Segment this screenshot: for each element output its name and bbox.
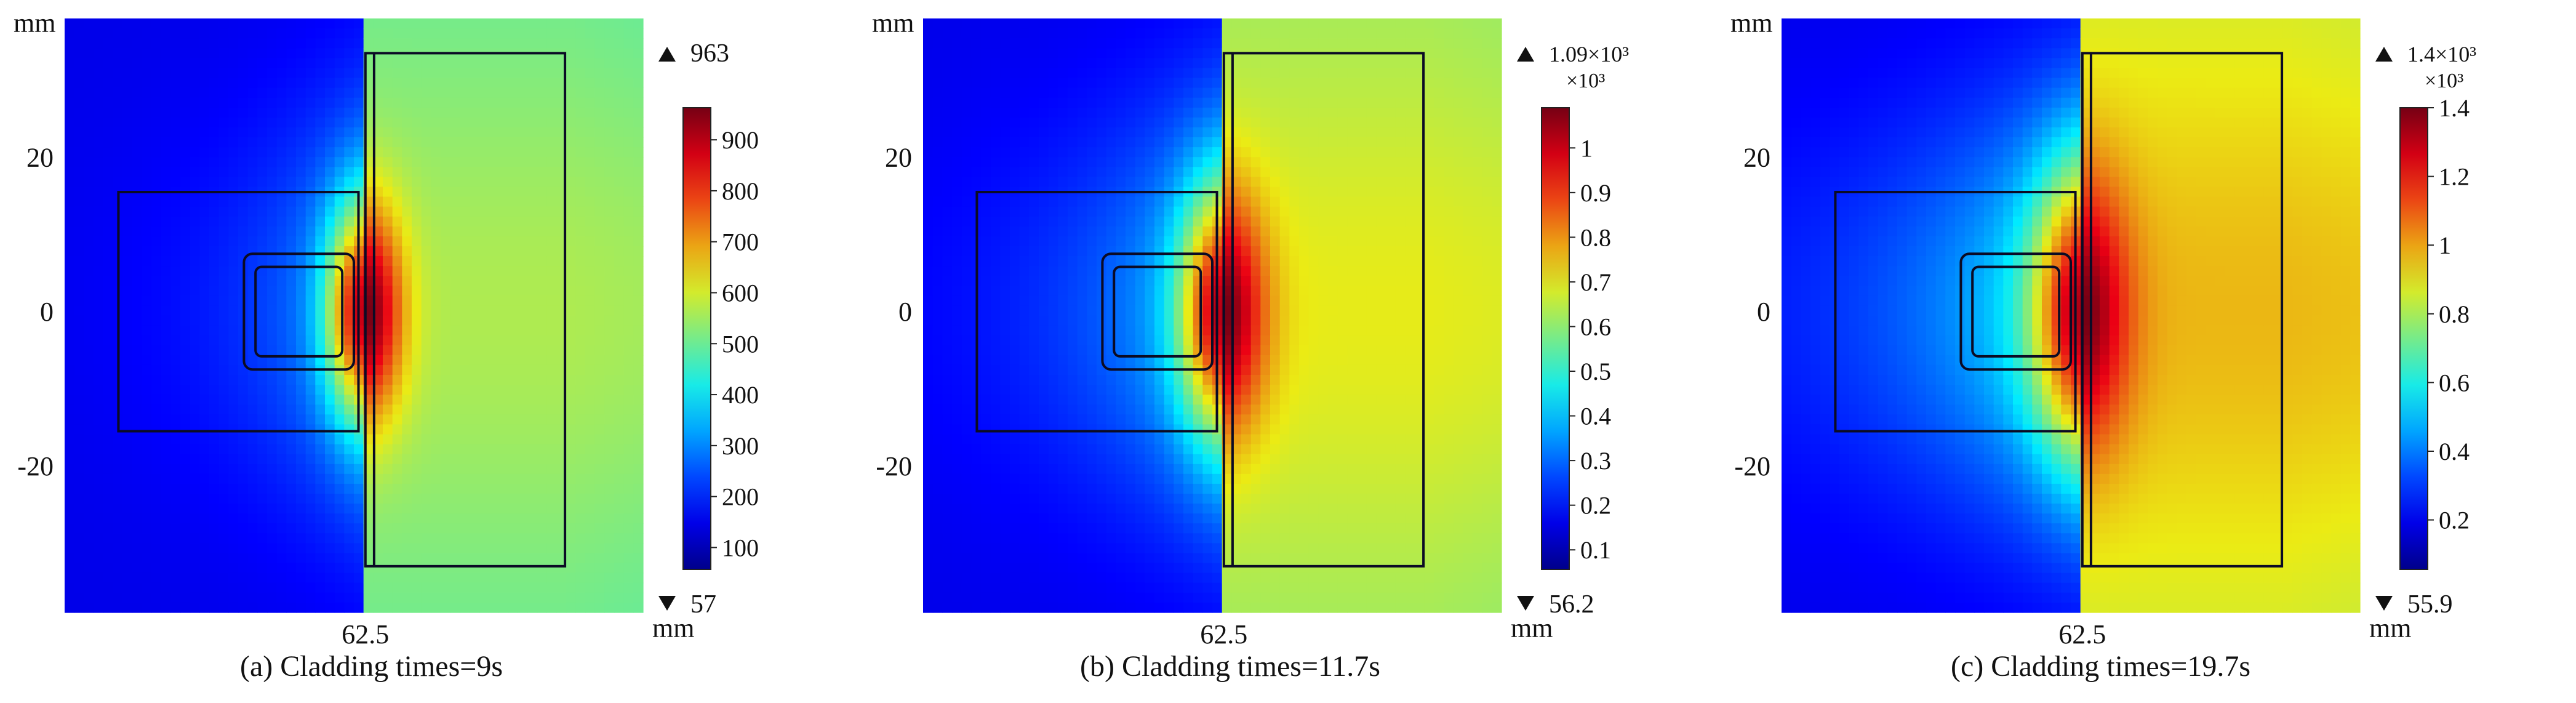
y-tick-label: 0: [40, 297, 54, 327]
colorbar-tick-label: 800: [722, 177, 759, 205]
cladding-layer: [364, 52, 567, 568]
colorbar-tick-label: 0.4: [2439, 438, 2470, 465]
x-axis-unit: mm: [1511, 613, 1553, 643]
colorbar-min-label: 56.2: [1549, 590, 1594, 619]
colorbar-max-label: 963: [690, 39, 729, 68]
colorbar-tick-label: 0.3: [1580, 447, 1611, 475]
inner-cavity: [1959, 252, 2072, 371]
max-marker-icon: [658, 47, 676, 62]
x-tick-label: 62.5: [1200, 619, 1247, 649]
colorbar-tick-label: 0.1: [1580, 536, 1611, 564]
temperature-field: [1782, 18, 2361, 613]
y-tick-label: -20: [17, 451, 54, 481]
colorbar-min-label: 57: [690, 590, 716, 619]
inner-cavity: [242, 252, 355, 371]
chart-panel-b: mm 20 0 -20 62.5 mm 0.1 0.2 0.3 0.4 0.5 0.6 0.7 0.8 0.…: [858, 0, 1717, 703]
colorbar: [682, 107, 711, 570]
colorbar-tick-label: 500: [722, 330, 759, 358]
colorbar-tick-label: 1.2: [2439, 163, 2470, 191]
y-tick-label: 0: [898, 297, 912, 327]
colorbar-tick-label: 0.6: [1580, 313, 1611, 340]
colorbar-tick-label: 600: [722, 279, 759, 307]
chart-b-svg: mm 20 0 -20 62.5 mm 0.1 0.2 0.3 0.4 0.5 0.6 0.7 0.8 0.…: [872, 8, 1629, 649]
min-marker-icon: [2375, 596, 2393, 611]
colorbar-tick-label: 0.4: [1580, 403, 1611, 430]
y-tick-label: 0: [1757, 297, 1770, 327]
colorbar: [2399, 107, 2428, 570]
colorbar: [1541, 107, 1570, 570]
inner-cavity-wall: [1971, 265, 2061, 358]
x-axis-unit: mm: [2369, 613, 2411, 643]
colorbar-tick-label: 0.9: [1580, 179, 1611, 207]
colorbar-tick-label: 0.6: [2439, 369, 2470, 396]
substrate-block: [975, 190, 1218, 433]
colorbar-tick-label: 0.2: [2439, 507, 2470, 534]
y-axis-unit: mm: [872, 8, 914, 38]
max-marker-icon: [2375, 47, 2393, 62]
colorbar-multiplier: ×10³: [2425, 70, 2463, 92]
colorbar-tick-label: 1: [1580, 134, 1593, 162]
chart-panel-a: mm 20 0 -20 62.5 mm 100 200 300 400 500 600 700 800 90…: [0, 0, 858, 703]
colorbar-multiplier: ×10³: [1566, 70, 1605, 92]
x-tick-label: 62.5: [342, 619, 389, 649]
x-axis-unit: mm: [652, 613, 694, 643]
colorbar-tick-label: 0.8: [1580, 223, 1611, 251]
temperature-field: [65, 18, 644, 613]
colorbar-tick-label: 0.7: [1580, 268, 1611, 296]
y-axis-unit: mm: [1730, 8, 1772, 38]
colorbar-tick-label: 0.8: [2439, 300, 2470, 328]
colorbar-max-label: 1.09×10³: [1549, 42, 1629, 66]
chart-c-svg: mm 20 0 -20 62.5 mm 0.2 0.4 0.6 0.8 1 1.2 1.4 1.4×10³…: [1730, 8, 2476, 649]
caption-b: (b) Cladding times=11.7s: [1080, 650, 1380, 683]
max-marker-icon: [1517, 47, 1534, 62]
colorbar-tick-label: 0.2: [1580, 492, 1611, 520]
substrate-block: [1834, 190, 2077, 433]
colorbar-tick-label: 0.5: [1580, 358, 1611, 385]
y-tick-label: -20: [1734, 451, 1770, 481]
cladding-layer: [2081, 52, 2284, 568]
colorbar-tick-label: 1.4: [2439, 94, 2470, 122]
colorbar-min-label: 55.9: [2407, 590, 2453, 619]
temperature-field: [923, 18, 1502, 613]
min-marker-icon: [658, 596, 676, 611]
substrate-block: [117, 190, 360, 433]
y-tick-label: 20: [885, 143, 912, 173]
inner-cavity: [1101, 252, 1214, 371]
colorbar-tick-label: 200: [722, 483, 759, 511]
colorbar-tick-label: 100: [722, 534, 759, 561]
colorbar-max-label: 1.4×10³: [2407, 42, 2476, 66]
colorbar-tick-label: 400: [722, 381, 759, 409]
x-tick-label: 62.5: [2058, 619, 2106, 649]
inner-cavity-wall: [254, 265, 344, 358]
colorbar-tick-label: 1: [2439, 231, 2451, 259]
inner-cavity-wall: [1113, 265, 1202, 358]
y-tick-label: 20: [1743, 143, 1770, 173]
caption-c: (c) Cladding times=19.7s: [1951, 650, 2251, 683]
y-tick-label: 20: [26, 143, 54, 173]
caption-a: (a) Cladding times=9s: [240, 650, 503, 683]
colorbar-tick-label: 300: [722, 432, 759, 460]
y-axis-unit: mm: [14, 8, 55, 38]
min-marker-icon: [1517, 596, 1534, 611]
y-tick-label: -20: [876, 451, 912, 481]
chart-panel-c: mm 20 0 -20 62.5 mm 0.2 0.4 0.6 0.8 1 1.2 1.4 1.4×10³…: [1717, 0, 2576, 703]
colorbar-tick-label: 900: [722, 126, 759, 154]
cladding-layer: [1222, 52, 1425, 568]
colorbar-tick-label: 700: [722, 228, 759, 256]
